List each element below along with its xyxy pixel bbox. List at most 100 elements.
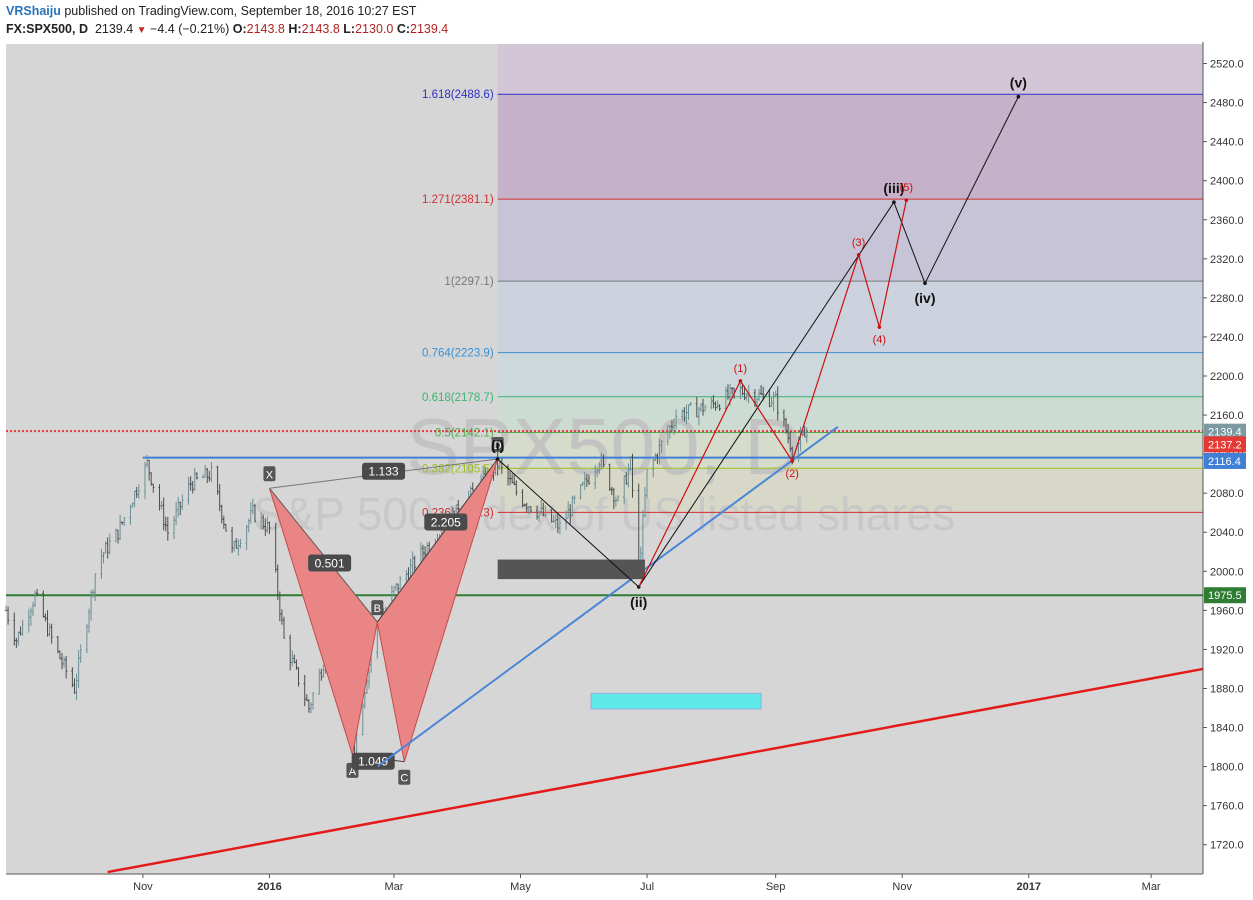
black-wave-path[interactable]	[497, 458, 640, 588]
red-wave-point	[877, 325, 882, 329]
price-badge	[1204, 587, 1246, 604]
harmonic-ratio-badge	[351, 752, 395, 770]
high-value: 2143.8	[301, 22, 340, 36]
red-wave-label: (3)	[852, 237, 865, 249]
black-wave-projection[interactable]	[638, 96, 1019, 588]
watermark-description: S&P 500 index of US listed shares	[253, 488, 955, 540]
price-badge-label: 1975.5	[1208, 590, 1242, 602]
fib-zone	[497, 396, 1203, 433]
ohlc-line: FX:SPX500, D 2139.4 ▼ −4.4 (−0.21%) O:21…	[6, 22, 448, 36]
harmonic-point-badge	[491, 437, 504, 452]
time-axis-background	[0, 874, 1253, 900]
harmonic-point-label: B	[374, 603, 381, 615]
author-link[interactable]: VRShaiju	[6, 4, 61, 18]
price-badge-label: 2139.4	[1208, 427, 1242, 439]
elliott-waves[interactable]: (i) (ii) (iii) (iv) (v) (1) (2) (3) (4) (5)	[491, 75, 1027, 610]
harmonic-ratio-label: 1.049	[358, 755, 388, 769]
price-tick-label: 2000.0	[1210, 566, 1244, 578]
price-tick-label: 2200.0	[1210, 371, 1244, 383]
red-wave-point	[790, 459, 795, 463]
time-tick-label: Nov	[892, 881, 912, 893]
harmonic-point-badge	[371, 600, 384, 616]
price-tick-label: 2400.0	[1210, 176, 1244, 188]
fib-label: 0.618(2178.7)	[422, 392, 494, 404]
fib-zone	[497, 281, 1203, 353]
price-badge	[1204, 452, 1246, 469]
fib-zone	[497, 468, 1203, 513]
price-badge-label: 2116.4	[1208, 456, 1241, 468]
horizontal-lines[interactable]	[6, 430, 1203, 597]
price-badge-label: 2137.2	[1208, 439, 1242, 451]
price-tick-label: 2240.0	[1210, 332, 1244, 344]
red-wave-label: (5)	[900, 182, 913, 194]
publish-text: published on TradingView.com, September …	[64, 4, 417, 18]
fib-zone	[497, 94, 1203, 200]
watermark-symbol: SPX500, D	[406, 402, 802, 491]
price-badge	[1204, 436, 1246, 453]
fib-zone	[497, 199, 1203, 282]
black-wave-point	[892, 200, 896, 204]
high-label: H:	[288, 22, 302, 36]
fib-label: 1.618(2488.6)	[422, 89, 494, 101]
fib-label: 0.764(2223.9)	[422, 348, 494, 360]
fib-zone	[497, 432, 1203, 469]
black-wave-point	[923, 281, 927, 286]
black-wave-label: (v)	[1010, 75, 1027, 91]
trendlines[interactable]	[107, 425, 1204, 874]
trendline[interactable]	[376, 425, 839, 768]
harmonic-point-badge	[398, 769, 411, 785]
price-chart[interactable]: SPX500, D S&P 500 index of US listed sha…	[0, 42, 1253, 900]
triangle-down-icon: ▼	[136, 25, 147, 36]
price-tick-label: 1800.0	[1210, 762, 1244, 774]
last-price: 2139.4	[94, 22, 134, 36]
fib-zones	[497, 44, 1203, 513]
open-value: 2143.8	[246, 22, 285, 36]
support-zone[interactable]	[497, 559, 645, 580]
harmonic-point-badge	[263, 466, 276, 482]
red-wave-label: (2)	[786, 468, 799, 480]
harmonic-ratio-label: 2.205	[431, 515, 461, 529]
time-tick-label: Mar	[1142, 881, 1161, 893]
open-label: O:	[232, 22, 247, 36]
harmonic-point-label: D	[494, 440, 502, 452]
target-zones[interactable]	[497, 559, 762, 710]
time-tick-label: 2017	[1016, 881, 1040, 893]
black-wave-point	[495, 457, 500, 461]
chart-header: VRShaiju published on TradingView.com, S…	[0, 0, 1253, 42]
price-tick-label: 1960.0	[1210, 605, 1244, 617]
harmonic-point-label: A	[349, 766, 357, 778]
price-tick-label: 1840.0	[1210, 723, 1244, 735]
price-change: −4.4 (−0.21%)	[150, 22, 230, 36]
black-wave-point	[1016, 94, 1021, 99]
target-zone[interactable]	[590, 692, 762, 710]
fib-label: 0.5(2142.1)	[435, 428, 494, 440]
fib-zone	[497, 352, 1203, 397]
harmonic-point-label: C	[400, 773, 408, 785]
harmonic-pattern[interactable]: X A B C D 1.133 0.501 1.049 2.205	[263, 437, 504, 785]
price-tick-label: 1880.0	[1210, 683, 1244, 695]
low-label: L:	[343, 22, 356, 36]
red-wave-point	[738, 379, 743, 383]
symbol-label[interactable]: FX:SPX500, D	[6, 22, 88, 36]
red-wave-point	[856, 253, 861, 257]
price-tick-label: 2080.0	[1210, 488, 1244, 500]
harmonic-bd-line[interactable]	[376, 458, 499, 623]
price-axis-background	[1203, 42, 1253, 900]
price-tick-label: 2360.0	[1210, 215, 1244, 227]
price-tick-label: 2440.0	[1210, 137, 1244, 149]
close-label: C:	[396, 22, 411, 36]
watermark: SPX500, D S&P 500 index of US listed sha…	[253, 402, 955, 540]
trendline[interactable]	[107, 667, 1204, 874]
red-wave-point	[904, 198, 909, 203]
time-tick-label: Mar	[384, 881, 403, 893]
price-tick-label: 2160.0	[1210, 410, 1244, 422]
price-tick-label: 1720.0	[1210, 840, 1244, 852]
red-wave-path[interactable]	[638, 200, 907, 588]
black-wave-label: (i)	[491, 437, 504, 453]
harmonic-ratio-badge	[424, 513, 468, 531]
harmonic-ratio-badge	[362, 462, 406, 480]
axes: 1720.0 1760.0 1800.0 1840.0 1880.0 1920.0 1960…	[0, 42, 1253, 900]
price-tick-label: 1760.0	[1210, 801, 1244, 813]
price-tick-label: 2280.0	[1210, 293, 1244, 305]
